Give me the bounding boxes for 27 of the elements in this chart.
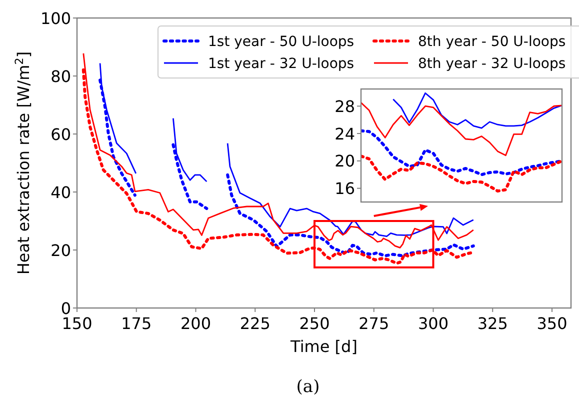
legend-label: 1st year - 50 U-loops bbox=[208, 34, 354, 50]
x-axis-title: Time [d] bbox=[290, 337, 358, 356]
legend-label: 8th year - 32 U-loops bbox=[418, 56, 566, 72]
y-tick-label: 24 bbox=[334, 124, 355, 144]
x-tick-label: 275 bbox=[358, 314, 390, 333]
line-series bbox=[361, 102, 562, 156]
y-tick-label: 16 bbox=[334, 179, 355, 198]
x-tick-label: 300 bbox=[418, 314, 449, 333]
y-tick-label: 28 bbox=[334, 96, 355, 116]
x-tick-label: 175 bbox=[121, 314, 152, 333]
legend-label: 1st year - 32 U-loops bbox=[208, 56, 354, 72]
y-tick-label: 80 bbox=[50, 66, 71, 86]
y-tick-label: 40 bbox=[50, 182, 71, 202]
x-tick-label: 350 bbox=[536, 314, 568, 333]
y-tick-label: 20 bbox=[334, 152, 355, 171]
legend-label: 8th year - 50 U-loops bbox=[418, 34, 566, 50]
line-series bbox=[392, 92, 562, 129]
x-tick-label: 250 bbox=[299, 314, 330, 333]
x-tick-label: 225 bbox=[240, 314, 270, 333]
y-tick-label: 100 bbox=[40, 8, 71, 28]
x-tick-label: 325 bbox=[477, 314, 508, 333]
text: (a) bbox=[296, 377, 320, 397]
line-series bbox=[361, 129, 562, 176]
y-tick-label: 60 bbox=[50, 124, 71, 144]
line-series bbox=[361, 154, 562, 193]
x-tick-label: 200 bbox=[180, 314, 212, 333]
y-tick-label: 20 bbox=[50, 240, 71, 260]
